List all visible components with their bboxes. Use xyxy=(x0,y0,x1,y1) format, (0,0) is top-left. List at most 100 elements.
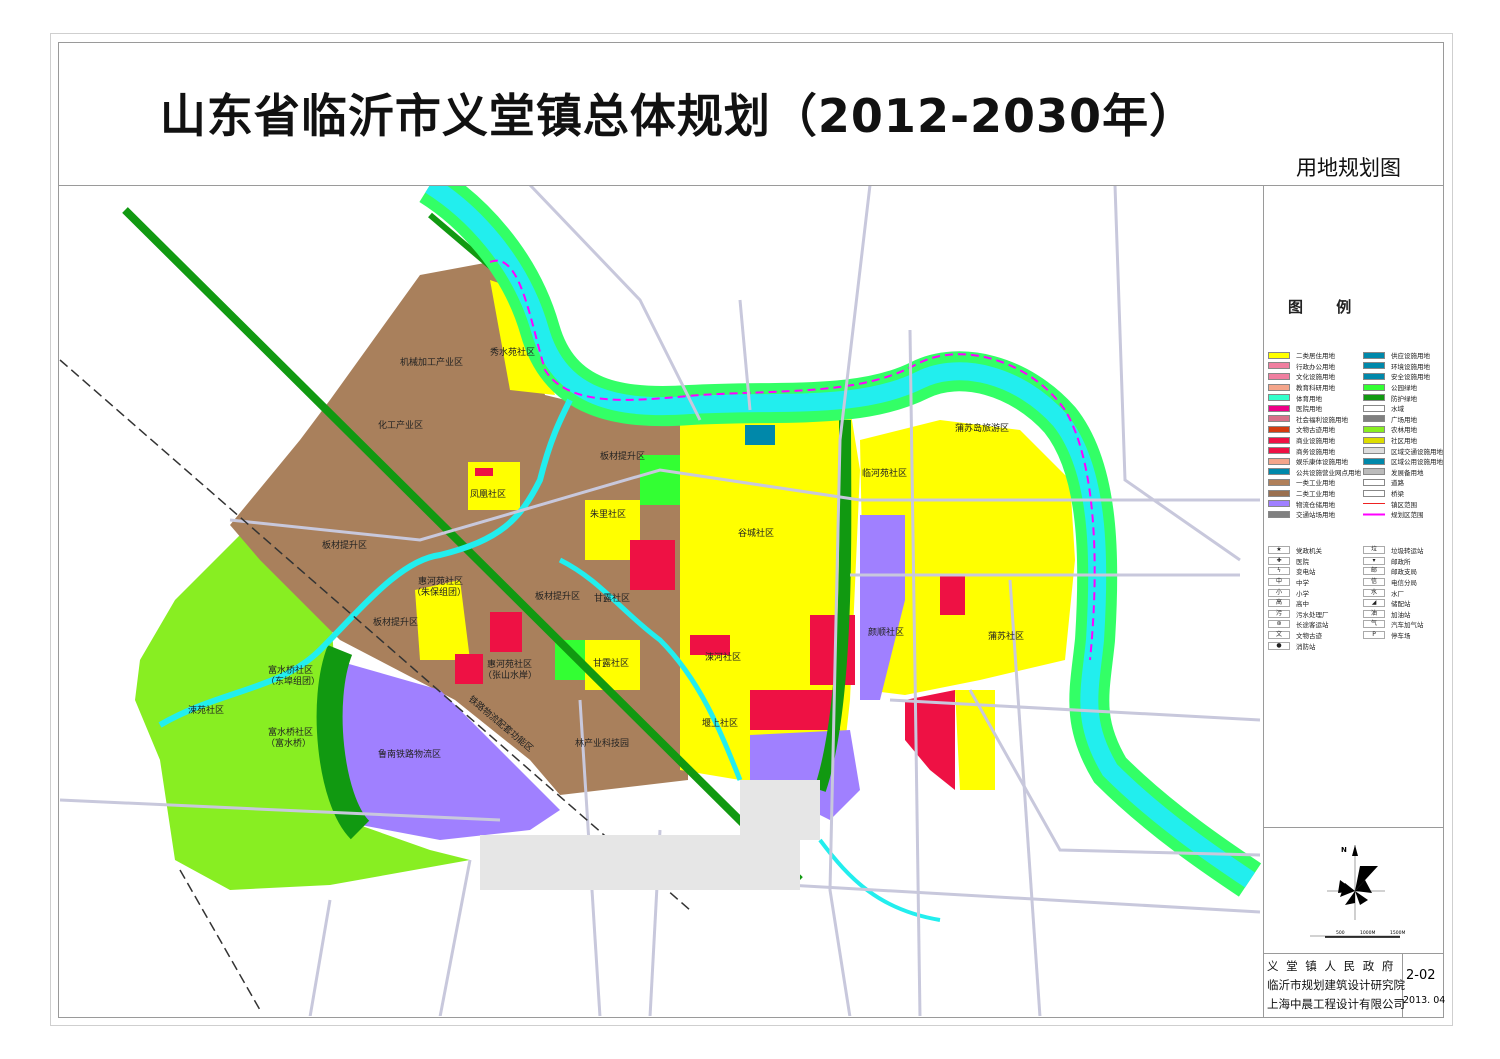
commercial-block xyxy=(630,540,675,590)
map-label: 机械加工产业区 xyxy=(400,356,463,368)
commercial-block xyxy=(940,575,965,615)
map-label: 板材提升区 xyxy=(373,616,418,628)
legend-item: 污污水处理厂 xyxy=(1268,609,1329,620)
map-label: 谷城社区 xyxy=(738,527,774,539)
stream xyxy=(158,398,573,728)
legend-label: 停车场 xyxy=(1391,632,1411,641)
legend-label: 商务设施用地 xyxy=(1296,447,1335,456)
legend-swatch xyxy=(1363,383,1385,391)
legend-item: ● 消防站 xyxy=(1268,640,1329,651)
stream xyxy=(558,557,743,781)
legend-label: 行政办公用地 xyxy=(1296,362,1335,371)
title-divider xyxy=(58,185,1443,186)
legend-label: 道路 xyxy=(1391,479,1404,488)
legend-swatch xyxy=(1268,351,1290,359)
commercial-block xyxy=(490,612,522,652)
legend-label: 电信分局 xyxy=(1391,579,1417,588)
map-label: 富水桥社区 xyxy=(268,726,313,738)
org-institute: 临沂市规划建筑设计研究院 xyxy=(1267,978,1405,992)
legend-item: 公共设施营业网点用地 xyxy=(1268,467,1361,478)
legend-item: 农林用地 xyxy=(1363,424,1443,435)
legend-swatch xyxy=(1268,510,1290,518)
map-label: 林产业科技园 xyxy=(575,737,629,749)
legend-label: 二类工业用地 xyxy=(1296,490,1335,499)
map-label: 甘露社区 xyxy=(594,592,630,604)
stream xyxy=(818,838,941,922)
legend-swatch xyxy=(1363,489,1385,497)
legend-swatch xyxy=(1363,415,1385,423)
legend-item: 高高中 xyxy=(1268,598,1329,609)
legend-swatch xyxy=(1268,404,1290,412)
legend-swatch xyxy=(1363,500,1385,508)
legend-label: 小学 xyxy=(1296,589,1309,598)
legend-label: 污水处理厂 xyxy=(1296,610,1329,619)
legend-label: 环境设施用地 xyxy=(1391,362,1430,371)
legend-swatch xyxy=(1268,500,1290,508)
public-facility xyxy=(745,425,775,445)
legend-item: 中中学 xyxy=(1268,577,1329,588)
legend-item: 防护绿地 xyxy=(1363,392,1443,403)
legend-label: 医院用地 xyxy=(1296,405,1322,414)
legend-item: 发展备用地 xyxy=(1363,467,1443,478)
divider xyxy=(1263,953,1443,954)
legend-symbol-icon: ▾ xyxy=(1363,556,1385,565)
map-label: （张山水岸） xyxy=(483,669,537,681)
legend-item: 垃垃圾转运站 xyxy=(1363,545,1424,556)
map-label: 惠河苑社区 xyxy=(418,575,463,587)
residential-west xyxy=(415,580,470,660)
legend-item: 教育科研用地 xyxy=(1268,382,1361,393)
legend-label: 消防站 xyxy=(1296,642,1316,651)
legend-swatch xyxy=(1363,394,1385,402)
legend-swatch xyxy=(1363,372,1385,380)
map-label: 堰上社区 xyxy=(702,717,738,729)
north-arrow-icon: N xyxy=(1327,845,1385,920)
legend-item: 信电信分局 xyxy=(1363,577,1424,588)
legend-symbol-icon: 信 xyxy=(1363,578,1385,587)
commercial-block xyxy=(750,690,840,730)
scale-bar: 500 1000M 1500M xyxy=(1310,930,1405,938)
legend-label: 储配站 xyxy=(1391,600,1411,609)
legend-symbol-icon: ⊛ xyxy=(1268,620,1290,629)
legend-item: 桥梁 xyxy=(1363,488,1443,499)
scale-tick: 1500M xyxy=(1390,930,1405,936)
legend-item: 安全设施用地 xyxy=(1363,371,1443,382)
legend-label: 文物古迹用地 xyxy=(1296,426,1335,435)
legend-item: ▾ 邮政所 xyxy=(1363,556,1424,567)
map-label: 板材提升区 xyxy=(535,590,580,602)
legend-item: 环境设施用地 xyxy=(1363,361,1443,372)
legend-label: 二类居住用地 xyxy=(1296,352,1335,361)
legend-item: 邮邮政支局 xyxy=(1363,566,1424,577)
map-label: 鲁南铁路物流区 xyxy=(378,748,441,760)
legend-label: 邮政所 xyxy=(1391,557,1411,566)
scale-tick: 500 xyxy=(1336,930,1345,936)
legend-item: P 停车场 xyxy=(1363,630,1424,641)
map-label: （朱保组团） xyxy=(412,586,466,598)
legend-swatch xyxy=(1268,383,1290,391)
legend-swatch xyxy=(1363,468,1385,476)
legend-label: 公园绿地 xyxy=(1391,384,1417,393)
town-grey-area xyxy=(480,780,820,890)
legend-item: 油加油站 xyxy=(1363,609,1424,620)
drawing-date: 2013. 04 xyxy=(1403,995,1446,1006)
legend-label: 区域公用设施用地 xyxy=(1391,458,1443,467)
map-label: 富水桥社区 xyxy=(268,664,313,676)
legend-swatch xyxy=(1268,457,1290,465)
org-government: 义 堂 镇 人 民 政 府 xyxy=(1267,959,1396,973)
legend-label: 桥梁 xyxy=(1391,490,1404,499)
legend-symbol-icon: 水 xyxy=(1363,588,1385,597)
legend-item: ϟ 变电站 xyxy=(1268,566,1329,577)
park-land xyxy=(640,455,680,505)
legend-item: ★ 党政机关 xyxy=(1268,545,1329,556)
legend-landuse-col1: 二类居住用地 行政办公用地 文化设施用地 教育科研用地 体育用地 医院用地 社会福利设施用地… xyxy=(1268,350,1361,520)
legend-symbol-icon: P xyxy=(1363,631,1385,640)
legend-symbols-col2: 垃垃圾转运站 ▾ 邮政所邮邮政支局信电信分局水水厂 ◢ 储配站油加油站气汽车加气站 P 停车… xyxy=(1363,545,1424,640)
legend-label: 垃圾转运站 xyxy=(1391,547,1424,556)
legend-swatch xyxy=(1268,489,1290,497)
legend-swatch xyxy=(1363,510,1385,518)
side-divider xyxy=(1263,185,1264,1017)
legend-label: 农林用地 xyxy=(1391,426,1417,435)
legend-label: 加油站 xyxy=(1391,610,1411,619)
legend-symbol-icon: ◢ xyxy=(1363,599,1385,608)
scale-tick: 1000M xyxy=(1360,930,1375,936)
legend-label: 安全设施用地 xyxy=(1391,373,1430,382)
